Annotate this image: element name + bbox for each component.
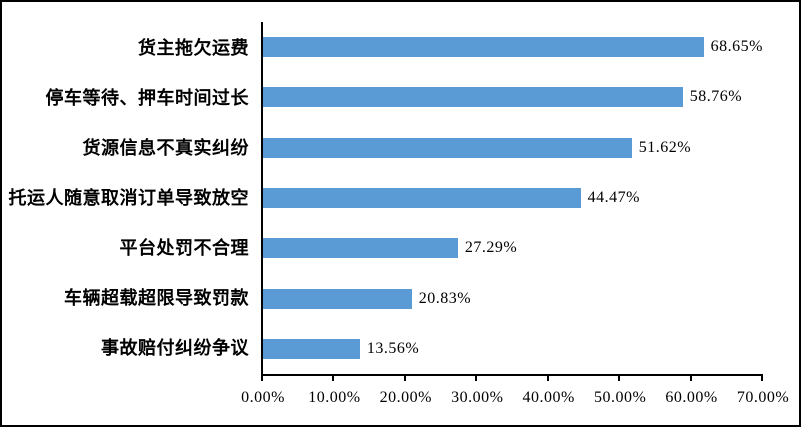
x-axis-tick-label: 10.00% [308,389,361,406]
bar-rows: 68.65% 58.76% 51.62% 44.47% 27.29% 20.83% 13.5… [263,22,763,374]
bar [263,87,683,108]
bar-row: 68.65% [263,22,763,72]
category-label: 车辆超载超限导致罚款 [64,288,249,308]
category-label: 事故赔付纠纷争议 [101,338,249,358]
category-label: 货源信息不真实纠纷 [82,138,249,158]
plot-area: 68.65% 58.76% 51.62% 44.47% 27.29% 20.83% 13.5… [241,22,789,406]
x-axis-tick-label: 60.00% [665,389,718,406]
category-label: 货主拖欠运费 [138,38,249,58]
x-axis-tick-label: 20.00% [379,389,433,406]
category-label: 托运人随意取消订单导致放空 [8,188,249,208]
bar [263,288,412,309]
bar-value-label: 51.62% [638,138,692,156]
x-axis-tick-label: 40.00% [522,389,575,406]
bar-row: 13.56% [263,324,763,374]
x-axis-tick-label: 50.00% [593,389,647,406]
axis-tick-mark [261,376,263,381]
axis-tick-mark [546,376,549,381]
category-labels-column: 货主拖欠运费停车等待、押车时间过长货源信息不真实纠纷托运人随意取消订单导致放空平… [2,22,249,372]
x-axis-tick-label: 30.00% [451,389,504,406]
x-axis-tick-label: 0.00% [241,389,285,406]
bar-row: 44.47% [263,173,763,223]
bar-row: 20.83% [263,273,763,323]
bar-value-label: 44.47% [587,188,640,206]
bar-row: 58.76% [263,72,763,122]
bar-value-label: 68.65% [710,38,763,56]
bar [263,238,458,259]
bar-row: 27.29% [263,223,763,273]
bar [263,137,632,158]
bar [263,187,581,208]
axis-tick-mark [761,376,763,381]
axis-tick-mark [403,376,406,381]
category-label: 平台处罚不合理 [119,238,249,258]
bar [263,37,704,58]
bar-value-label: 13.56% [366,339,420,357]
bar-value-label: 27.29% [464,239,518,257]
bar-row: 51.62% [263,123,763,173]
bar-value-label: 58.76% [689,88,743,106]
bar-value-label: 20.83% [418,289,472,307]
axis-tick-mark [689,376,692,381]
bar [263,338,360,359]
axis-tick-mark [332,376,335,381]
category-label: 停车等待、押车时间过长 [45,88,249,108]
axis-tick-mark [475,376,478,381]
x-axis-tick-label: 70.00% [736,389,790,406]
axis-tick-mark [618,376,621,381]
